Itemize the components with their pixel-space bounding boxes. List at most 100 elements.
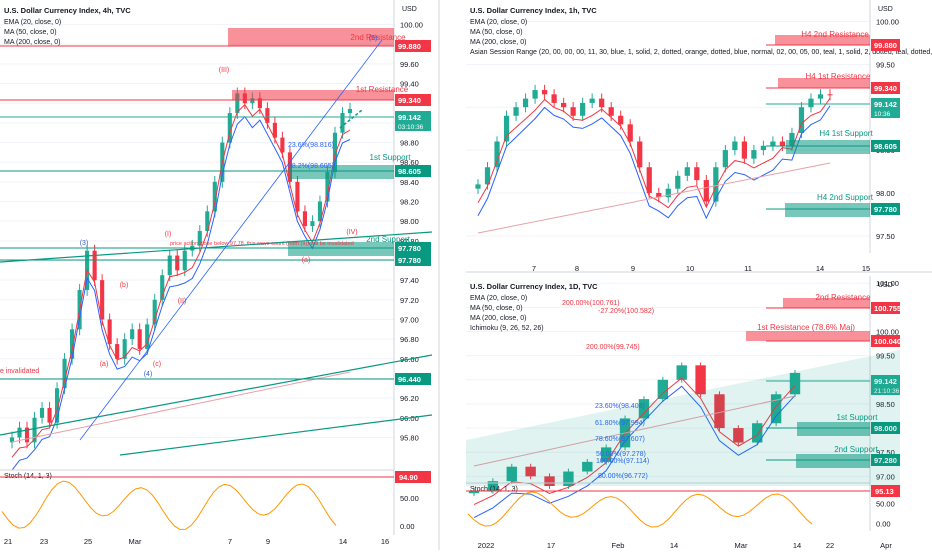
price-tag: 98.605	[871, 140, 900, 152]
y-tick-label: 101.00	[876, 279, 899, 288]
candle-body	[637, 141, 643, 168]
x-tick-label: Mar	[129, 537, 142, 546]
indicator-legend: MA (50, close, 0)	[470, 305, 523, 312]
x-tick-label: 8	[575, 264, 579, 273]
candle-body	[347, 108, 353, 114]
stoch-level-tag	[871, 485, 900, 497]
stoch-tick-label: 0.00	[400, 522, 415, 531]
candle-body	[770, 394, 782, 424]
price-tag-bg	[871, 375, 900, 395]
trendline	[119, 414, 433, 456]
ma200-line	[11, 371, 351, 443]
chart-panel-3: 97.0097.5098.0098.5099.0099.50100.00100.…	[466, 276, 901, 550]
stoch-tick-label: 0.00	[876, 520, 891, 529]
indicator-legend: Asian Session Range (20, 00, 00, 00, 11,…	[470, 49, 932, 56]
price-tag: 99.880	[395, 40, 431, 52]
price-tag-value: 97.280	[874, 456, 897, 465]
trendline	[0, 354, 433, 436]
price-tag: 97.780	[395, 242, 431, 254]
candle-body	[675, 175, 681, 189]
candle-body	[522, 98, 529, 108]
candle-body	[798, 107, 805, 133]
price-tag-bg	[395, 40, 431, 52]
candle-body	[167, 255, 172, 276]
y-tick-label: 97.50	[876, 232, 895, 241]
y-tick-label: 100.00	[400, 21, 423, 30]
y-tick-label: 98.40	[400, 178, 419, 187]
candle-body	[145, 324, 150, 349]
x-tick-label: 14	[670, 541, 678, 550]
annotation-label: 200.00%(100.761)	[562, 300, 620, 307]
candle-body	[317, 201, 323, 222]
level-label: 1st Support	[837, 413, 879, 422]
price-tag: 99.142 03:10:36	[395, 111, 431, 131]
y-tick-label: 99.60	[400, 60, 419, 69]
y-tick-label: 98.80	[400, 139, 419, 148]
candle-body	[714, 394, 725, 429]
currency-label: USD	[878, 6, 893, 13]
annotation-label: (4)	[144, 371, 153, 378]
y-tick-label: 96.20	[400, 394, 419, 403]
candle-body	[600, 447, 612, 462]
price-tag-bg	[871, 302, 900, 314]
candle-body	[130, 329, 135, 340]
indicator-legend: EMA (20, close, 0)	[4, 19, 61, 26]
candle-body	[250, 98, 255, 104]
chart-panel-1: 95.8096.0096.2096.4096.6096.8097.0097.20…	[0, 0, 431, 546]
indicator-legend: EMA (20, close, 0)	[470, 295, 527, 302]
stoch-legend: Stoch (14, 1, 3)	[470, 486, 518, 493]
candle-body	[122, 339, 127, 359]
price-tag: 99.340	[871, 82, 900, 94]
x-tick-label: 14	[339, 537, 347, 546]
level-label: H4 2nd Resistance	[801, 30, 869, 39]
price-tag-bg	[871, 203, 900, 215]
price-tag-bg	[871, 454, 900, 466]
price-tag-value: 97.780	[874, 205, 897, 214]
candle-body	[24, 427, 30, 443]
stoch-level-value: 94.90	[399, 473, 418, 482]
ma200-line	[473, 395, 796, 467]
candle-body	[760, 145, 767, 151]
x-tick-label: 14	[793, 541, 801, 550]
annotation-label: -27.20%(100.582)	[598, 308, 654, 315]
annotation-label: 61.80%(97.994)	[595, 420, 645, 427]
candle-body	[789, 372, 801, 395]
channel-fill	[466, 350, 900, 486]
candle-body	[9, 437, 15, 443]
candle-body	[733, 428, 744, 443]
y-tick-label: 99.40	[400, 80, 419, 89]
price-tag-bg	[395, 111, 431, 131]
y-tick-label: 97.00	[400, 315, 419, 324]
price-tag: 97.780	[395, 254, 431, 266]
candle-body	[676, 365, 687, 380]
y-tick-label: 97.20	[400, 296, 419, 305]
price-tag-bg	[871, 82, 900, 94]
price-tag: 97.780	[871, 203, 900, 215]
candle-body	[638, 399, 650, 419]
x-tick-label: 9	[631, 264, 635, 273]
price-tag: 99.880	[871, 39, 900, 51]
annotation-label: (I)	[165, 231, 172, 238]
x-tick-label: 25	[84, 537, 92, 546]
currency-label: USD	[878, 282, 893, 289]
indicator-legend: MA (200, close, 0)	[470, 315, 526, 322]
annotation-label: 80.00%(96.772)	[598, 473, 648, 480]
y-tick-label: 95.80	[400, 433, 419, 442]
price-tag-value: 99.340	[398, 96, 421, 105]
level-label: 2nd Resistance	[815, 293, 871, 302]
candle-body	[618, 115, 624, 125]
annotation-label: (5)	[369, 35, 378, 42]
candle-body	[713, 167, 719, 202]
candle-body	[302, 211, 307, 227]
resistance-zone	[228, 28, 394, 46]
y-tick-label: 98.20	[400, 198, 419, 207]
candle-body	[582, 461, 593, 472]
annotation-label: (a)	[100, 361, 109, 368]
annotation-label: 78.60%(97.607)	[595, 436, 645, 443]
x-tick-label: 15	[862, 264, 870, 273]
x-tick-label: 17	[547, 541, 555, 550]
price-tag-bg	[871, 39, 900, 51]
candle-body	[541, 90, 548, 95]
candle-body	[695, 365, 706, 395]
